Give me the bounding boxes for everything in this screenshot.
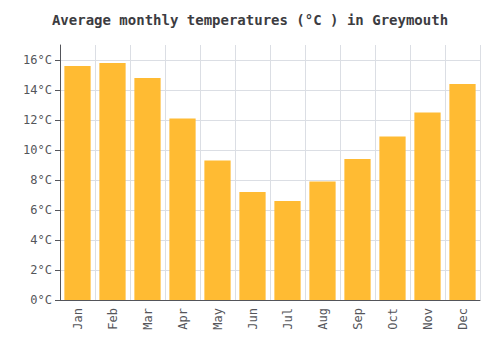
svg-text:Aug: Aug: [316, 308, 330, 330]
svg-text:8°C: 8°C: [30, 173, 52, 187]
svg-text:6°C: 6°C: [30, 203, 52, 217]
svg-text:Sep: Sep: [351, 308, 365, 330]
svg-text:14°C: 14°C: [23, 83, 52, 97]
svg-text:Apr: Apr: [176, 308, 190, 330]
svg-text:Jul: Jul: [281, 308, 295, 330]
svg-text:Jan: Jan: [71, 308, 85, 330]
svg-text:Oct: Oct: [386, 308, 400, 330]
svg-text:2°C: 2°C: [30, 263, 52, 277]
svg-text:May: May: [211, 308, 225, 330]
svg-text:Dec: Dec: [456, 308, 470, 330]
svg-text:10°C: 10°C: [23, 143, 52, 157]
svg-text:Average monthly temperatures (: Average monthly temperatures (°C ) in Gr…: [52, 12, 448, 28]
svg-text:0°C: 0°C: [30, 293, 52, 307]
svg-text:Mar: Mar: [141, 308, 155, 330]
svg-text:4°C: 4°C: [30, 233, 52, 247]
svg-text:Jun: Jun: [246, 308, 260, 330]
svg-text:Feb: Feb: [106, 308, 120, 330]
svg-text:16°C: 16°C: [23, 53, 52, 67]
svg-text:12°C: 12°C: [23, 113, 52, 127]
svg-text:Nov: Nov: [421, 308, 435, 330]
